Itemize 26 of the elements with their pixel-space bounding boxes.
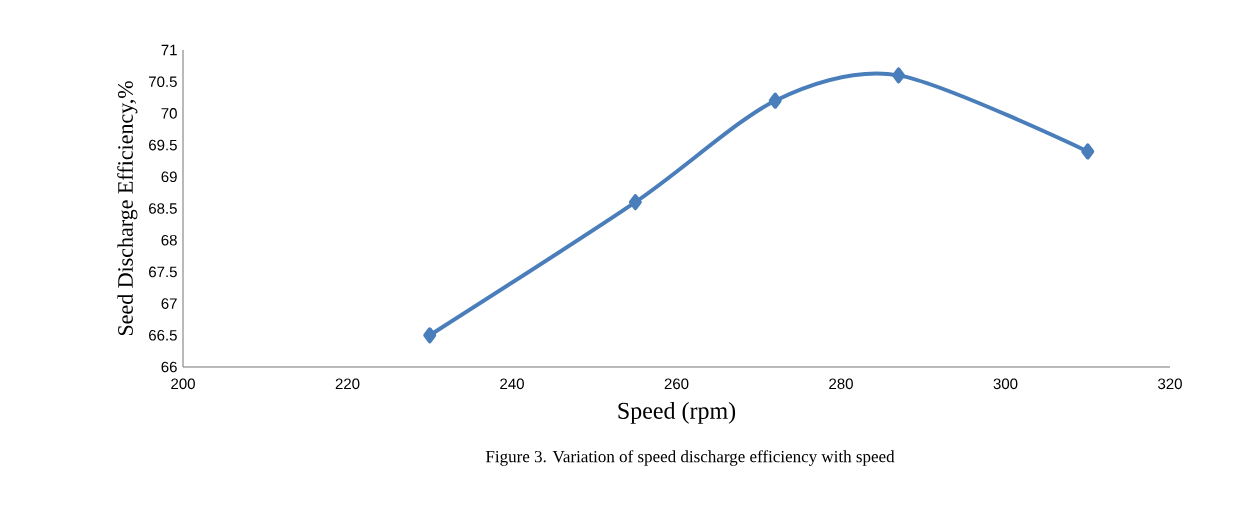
y-tick-label: 70 (161, 108, 177, 119)
point (1081, 143, 1095, 160)
x-tick-label: 200 (171, 378, 195, 390)
x-tick-label: 220 (335, 378, 360, 390)
point (768, 92, 782, 109)
caption: Figure 3. Variation of speed discharge efficiency with speed (485, 450, 895, 466)
y-tick-label: 69 (161, 171, 177, 183)
x-tick-label: 260 (664, 378, 689, 390)
point (628, 194, 642, 211)
x-axis-title: Speed (rpm) (618, 402, 736, 424)
y-tick-label: 66.5 (149, 329, 177, 341)
x-tick-label: 320 (1158, 378, 1182, 390)
y-tick-label: 67.5 (149, 266, 177, 278)
y-tick-label: 67 (161, 298, 177, 309)
point (892, 67, 906, 84)
point (423, 327, 437, 344)
y-tick-label: 68.5 (149, 203, 177, 214)
x-tick-label: 300 (993, 378, 1018, 390)
y-tick-label: 68 (161, 234, 177, 246)
y-tick-label: 66 (161, 361, 177, 373)
x-tick-label: 240 (500, 378, 524, 390)
y-tick-label: 69.5 (149, 139, 177, 151)
x-tick-label: 280 (829, 378, 853, 390)
y-tick-label: 70.5 (149, 76, 177, 87)
y-axis-title: Seed Discharge Efficiency,% (117, 81, 138, 336)
y-tick-label: 71 (161, 44, 177, 56)
